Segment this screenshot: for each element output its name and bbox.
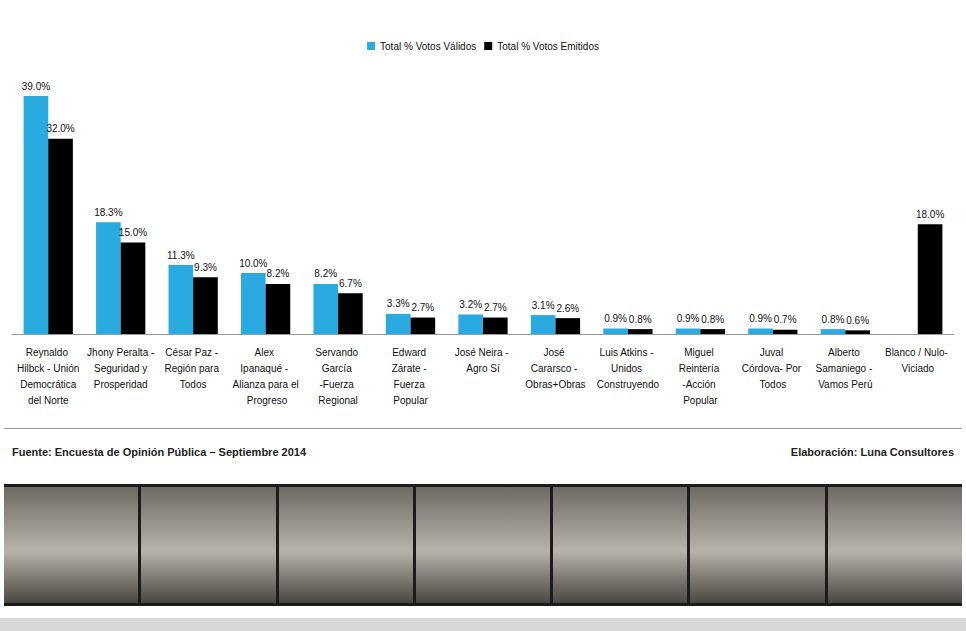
svg-text:0.7%: 0.7% — [774, 314, 797, 325]
svg-text:0.9%: 0.9% — [749, 313, 772, 324]
svg-text:Prosperidad: Prosperidad — [94, 379, 148, 390]
svg-text:-Fuerza: -Fuerza — [319, 379, 356, 390]
svg-text:Samaniego -: Samaniego - — [816, 363, 875, 374]
svg-text:Obras+Obras: Obras+Obras — [525, 379, 585, 390]
svg-text:10.0%: 10.0% — [239, 258, 267, 269]
svg-text:9.3%: 9.3% — [194, 262, 217, 273]
svg-text:8.2%: 8.2% — [314, 268, 337, 279]
svg-text:0.6%: 0.6% — [846, 315, 869, 326]
svg-text:Hilbck - Unión: Hilbck - Unión — [17, 363, 79, 374]
svg-text:6.7%: 6.7% — [339, 278, 362, 289]
svg-text:Zárate -: Zárate - — [392, 363, 430, 374]
svg-text:Córdova- Por: Córdova- Por — [742, 363, 804, 374]
svg-text:Popular: Popular — [683, 395, 718, 406]
svg-text:3.3%: 3.3% — [387, 298, 410, 309]
svg-text:José: José — [544, 347, 568, 358]
svg-text:Reynaldo: Reynaldo — [26, 347, 71, 358]
svg-text:3.1%: 3.1% — [532, 300, 555, 311]
svg-text:César Paz -: César Paz - — [165, 347, 221, 358]
svg-text:Seguridad y: Seguridad y — [91, 363, 150, 374]
svg-text:García: García — [322, 363, 355, 374]
svg-text:Regional: Regional — [318, 395, 357, 406]
svg-text:18.0%: 18.0% — [916, 209, 944, 220]
svg-text:Alex: Alex — [254, 347, 276, 358]
svg-text:32.0%: 32.0% — [46, 123, 74, 134]
svg-text:11.3%: 11.3% — [167, 250, 195, 261]
svg-text:0.9%: 0.9% — [677, 313, 700, 324]
svg-text:Jhony Peralta -: Jhony Peralta - — [87, 347, 154, 358]
svg-text:Viciado: Viciado — [901, 363, 934, 374]
svg-text:Ipanaqué -: Ipanaqué - — [240, 363, 291, 374]
svg-text:Fuerza: Fuerza — [394, 379, 428, 390]
svg-text:0.8%: 0.8% — [701, 314, 724, 325]
svg-text:Servando: Servando — [315, 347, 361, 358]
svg-text:2.7%: 2.7% — [484, 302, 507, 313]
svg-text:15.0%: 15.0% — [119, 227, 147, 238]
svg-text:Blanco / Nulo-: Blanco / Nulo- — [885, 347, 951, 358]
svg-text:Alianza para el: Alianza para el — [233, 379, 299, 390]
svg-text:2.7%: 2.7% — [411, 302, 434, 313]
svg-text:Total % Votos Válidos: Total % Votos Válidos — [380, 41, 476, 52]
svg-text:Todos: Todos — [760, 379, 787, 390]
svg-text:39.0%: 39.0% — [22, 81, 50, 92]
svg-text:Popular: Popular — [393, 395, 428, 406]
svg-text:8.2%: 8.2% — [267, 268, 290, 279]
svg-text:Democrática: Democrática — [17, 379, 79, 390]
svg-text:Progreso: Progreso — [244, 395, 288, 406]
svg-text:-Acción: -Acción — [682, 379, 718, 390]
svg-text:Total % Votos Emitidos: Total % Votos Emitidos — [497, 41, 599, 52]
svg-text:Luis Atkins -: Luis Atkins - — [600, 347, 657, 358]
svg-text:Vamos Perú: Vamos Perú — [818, 379, 872, 390]
svg-text:0.9%: 0.9% — [604, 313, 627, 324]
svg-text:Juval: Juval — [760, 347, 786, 358]
svg-text:Construyendo: Construyendo — [597, 379, 660, 390]
html-text:Fuente: Encuesta de Opinión Pú: Fuente: Encuesta de Opinión Pública – Se… — [12, 446, 306, 458]
svg-text:del Norte: del Norte — [28, 395, 69, 406]
svg-text:Reintería: Reintería — [679, 363, 722, 374]
svg-text:Todos: Todos — [180, 379, 207, 390]
svg-text:Región para: Región para — [165, 363, 222, 374]
svg-text:18.3%: 18.3% — [94, 207, 122, 218]
svg-text:Alberto: Alberto — [828, 347, 862, 358]
svg-text:Unidos: Unidos — [611, 363, 645, 374]
html-text:Elaboración: Luna Consultores: Elaboración: Luna Consultores — [790, 446, 954, 458]
svg-text:Cararsco -: Cararsco - — [531, 363, 580, 374]
svg-text:0.8%: 0.8% — [822, 314, 845, 325]
svg-text:Agro Sí: Agro Sí — [466, 363, 500, 374]
svg-text:José Neira -: José Neira - — [455, 347, 512, 358]
svg-text:Miguel: Miguel — [684, 347, 716, 358]
svg-text:3.2%: 3.2% — [459, 299, 482, 310]
svg-text:0.8%: 0.8% — [629, 314, 652, 325]
svg-text:Edward: Edward — [392, 347, 429, 358]
svg-text:2.6%: 2.6% — [556, 303, 579, 314]
